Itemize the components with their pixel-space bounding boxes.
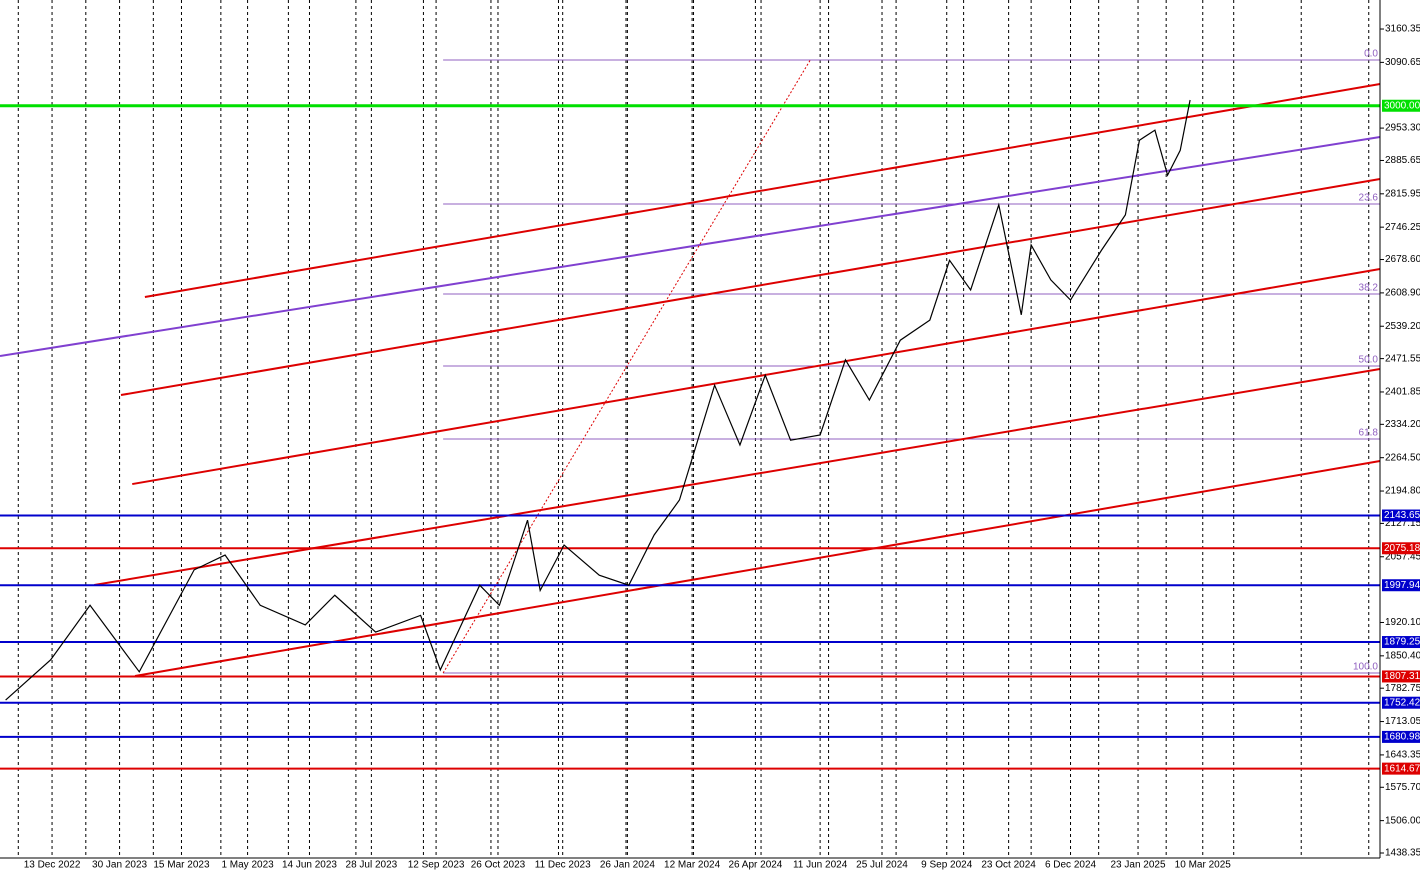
x-tick-label: 11 Jun 2024 [793, 860, 848, 871]
y-tick-label: 3090.65 [1385, 57, 1420, 68]
trend-line [132, 268, 1381, 486]
y-tick-label: 2815.95 [1385, 188, 1420, 199]
y-tick-label: 1575.70 [1385, 782, 1420, 793]
fib-label: 38.2 [1359, 283, 1379, 294]
y-tick-label: 2471.55 [1385, 353, 1420, 364]
x-tick-label: 12 Mar 2024 [664, 860, 721, 871]
level-label: 1807.31 [1384, 671, 1420, 682]
level-label: 1614.67 [1384, 763, 1420, 774]
y-tick-label: 2746.25 [1385, 222, 1420, 233]
y-tick-label: 2194.80 [1385, 486, 1420, 497]
y-tick-label: 3160.35 [1385, 24, 1420, 35]
trend-line [134, 460, 1381, 678]
fib-label: 50.0 [1359, 355, 1379, 366]
fib-label: 23.6 [1359, 193, 1379, 204]
y-tick-label: 1920.10 [1385, 617, 1420, 628]
y-tick-label: 2885.65 [1385, 155, 1420, 166]
x-tick-label: 30 Jan 2023 [92, 860, 147, 871]
trend-line [120, 178, 1381, 396]
y-tick-label: 1506.00 [1385, 815, 1420, 826]
price-line [5, 99, 1191, 701]
level-label: 1752.42 [1384, 697, 1420, 708]
y-tick-label: 2953.30 [1385, 123, 1420, 134]
x-tick-label: 10 Mar 2025 [1175, 860, 1232, 871]
fib-label: 0.0 [1364, 49, 1378, 60]
x-tick-label: 25 Jul 2024 [856, 860, 908, 871]
level-tag [1382, 670, 1420, 683]
x-tick-label: 26 Jan 2024 [600, 860, 655, 871]
y-tick-label: 2401.85 [1385, 387, 1420, 398]
y-tick-label: 2334.20 [1385, 419, 1420, 430]
y-tick-label: 2127.15 [1385, 518, 1420, 529]
trend-line [442, 59, 811, 674]
y-tick-label: 1713.05 [1385, 716, 1420, 727]
y-tick-label: 2264.50 [1385, 452, 1420, 463]
y-tick-label: 2057.45 [1385, 551, 1420, 562]
x-tick-label: 6 Dec 2024 [1045, 860, 1097, 871]
x-tick-label: 23 Jan 2025 [1111, 860, 1166, 871]
x-tick-label: 26 Oct 2023 [471, 860, 526, 871]
y-tick-label: 1782.75 [1385, 683, 1420, 694]
level-label: 1997.94 [1384, 580, 1420, 591]
fib-label: 61.8 [1359, 428, 1379, 439]
x-tick-label: 9 Sep 2024 [921, 860, 973, 871]
y-tick-label: 1850.40 [1385, 650, 1420, 661]
y-tick-label: 1438.35 [1385, 848, 1420, 859]
trend-line [0, 136, 1381, 357]
fib-label: 100.0 [1353, 662, 1378, 673]
level-tag [1382, 762, 1420, 775]
level-label: 2075.18 [1384, 543, 1420, 554]
level-label: 1879.25 [1384, 637, 1420, 648]
x-tick-label: 12 Sep 2023 [408, 860, 465, 871]
x-tick-label: 26 Apr 2024 [728, 860, 782, 871]
x-tick-label: 28 Jul 2023 [346, 860, 398, 871]
x-tick-label: 14 Jun 2023 [282, 860, 337, 871]
level-label: 2143.65 [1384, 510, 1420, 521]
y-tick-label: 2539.20 [1385, 321, 1420, 332]
x-tick-label: 11 Dec 2023 [535, 860, 591, 871]
trend-line [144, 83, 1381, 298]
level-tag [1382, 579, 1420, 592]
level-label: 1680.98 [1384, 732, 1420, 743]
x-tick-label: 23 Oct 2024 [981, 860, 1036, 871]
x-tick-label: 1 May 2023 [221, 860, 274, 871]
y-tick-label: 2608.90 [1385, 288, 1420, 299]
level-label: 3000.00 [1384, 100, 1420, 111]
x-tick-label: 13 Dec 2022 [24, 860, 81, 871]
level-tag [1382, 542, 1420, 555]
x-tick-label: 15 Mar 2023 [153, 860, 210, 871]
y-tick-label: 2678.60 [1385, 254, 1420, 265]
level-tag [1382, 636, 1420, 649]
level-tag [1382, 99, 1420, 112]
level-tag [1382, 696, 1420, 709]
level-tag [1382, 730, 1420, 743]
level-tag [1382, 509, 1420, 522]
y-tick-label: 1643.35 [1385, 750, 1420, 761]
